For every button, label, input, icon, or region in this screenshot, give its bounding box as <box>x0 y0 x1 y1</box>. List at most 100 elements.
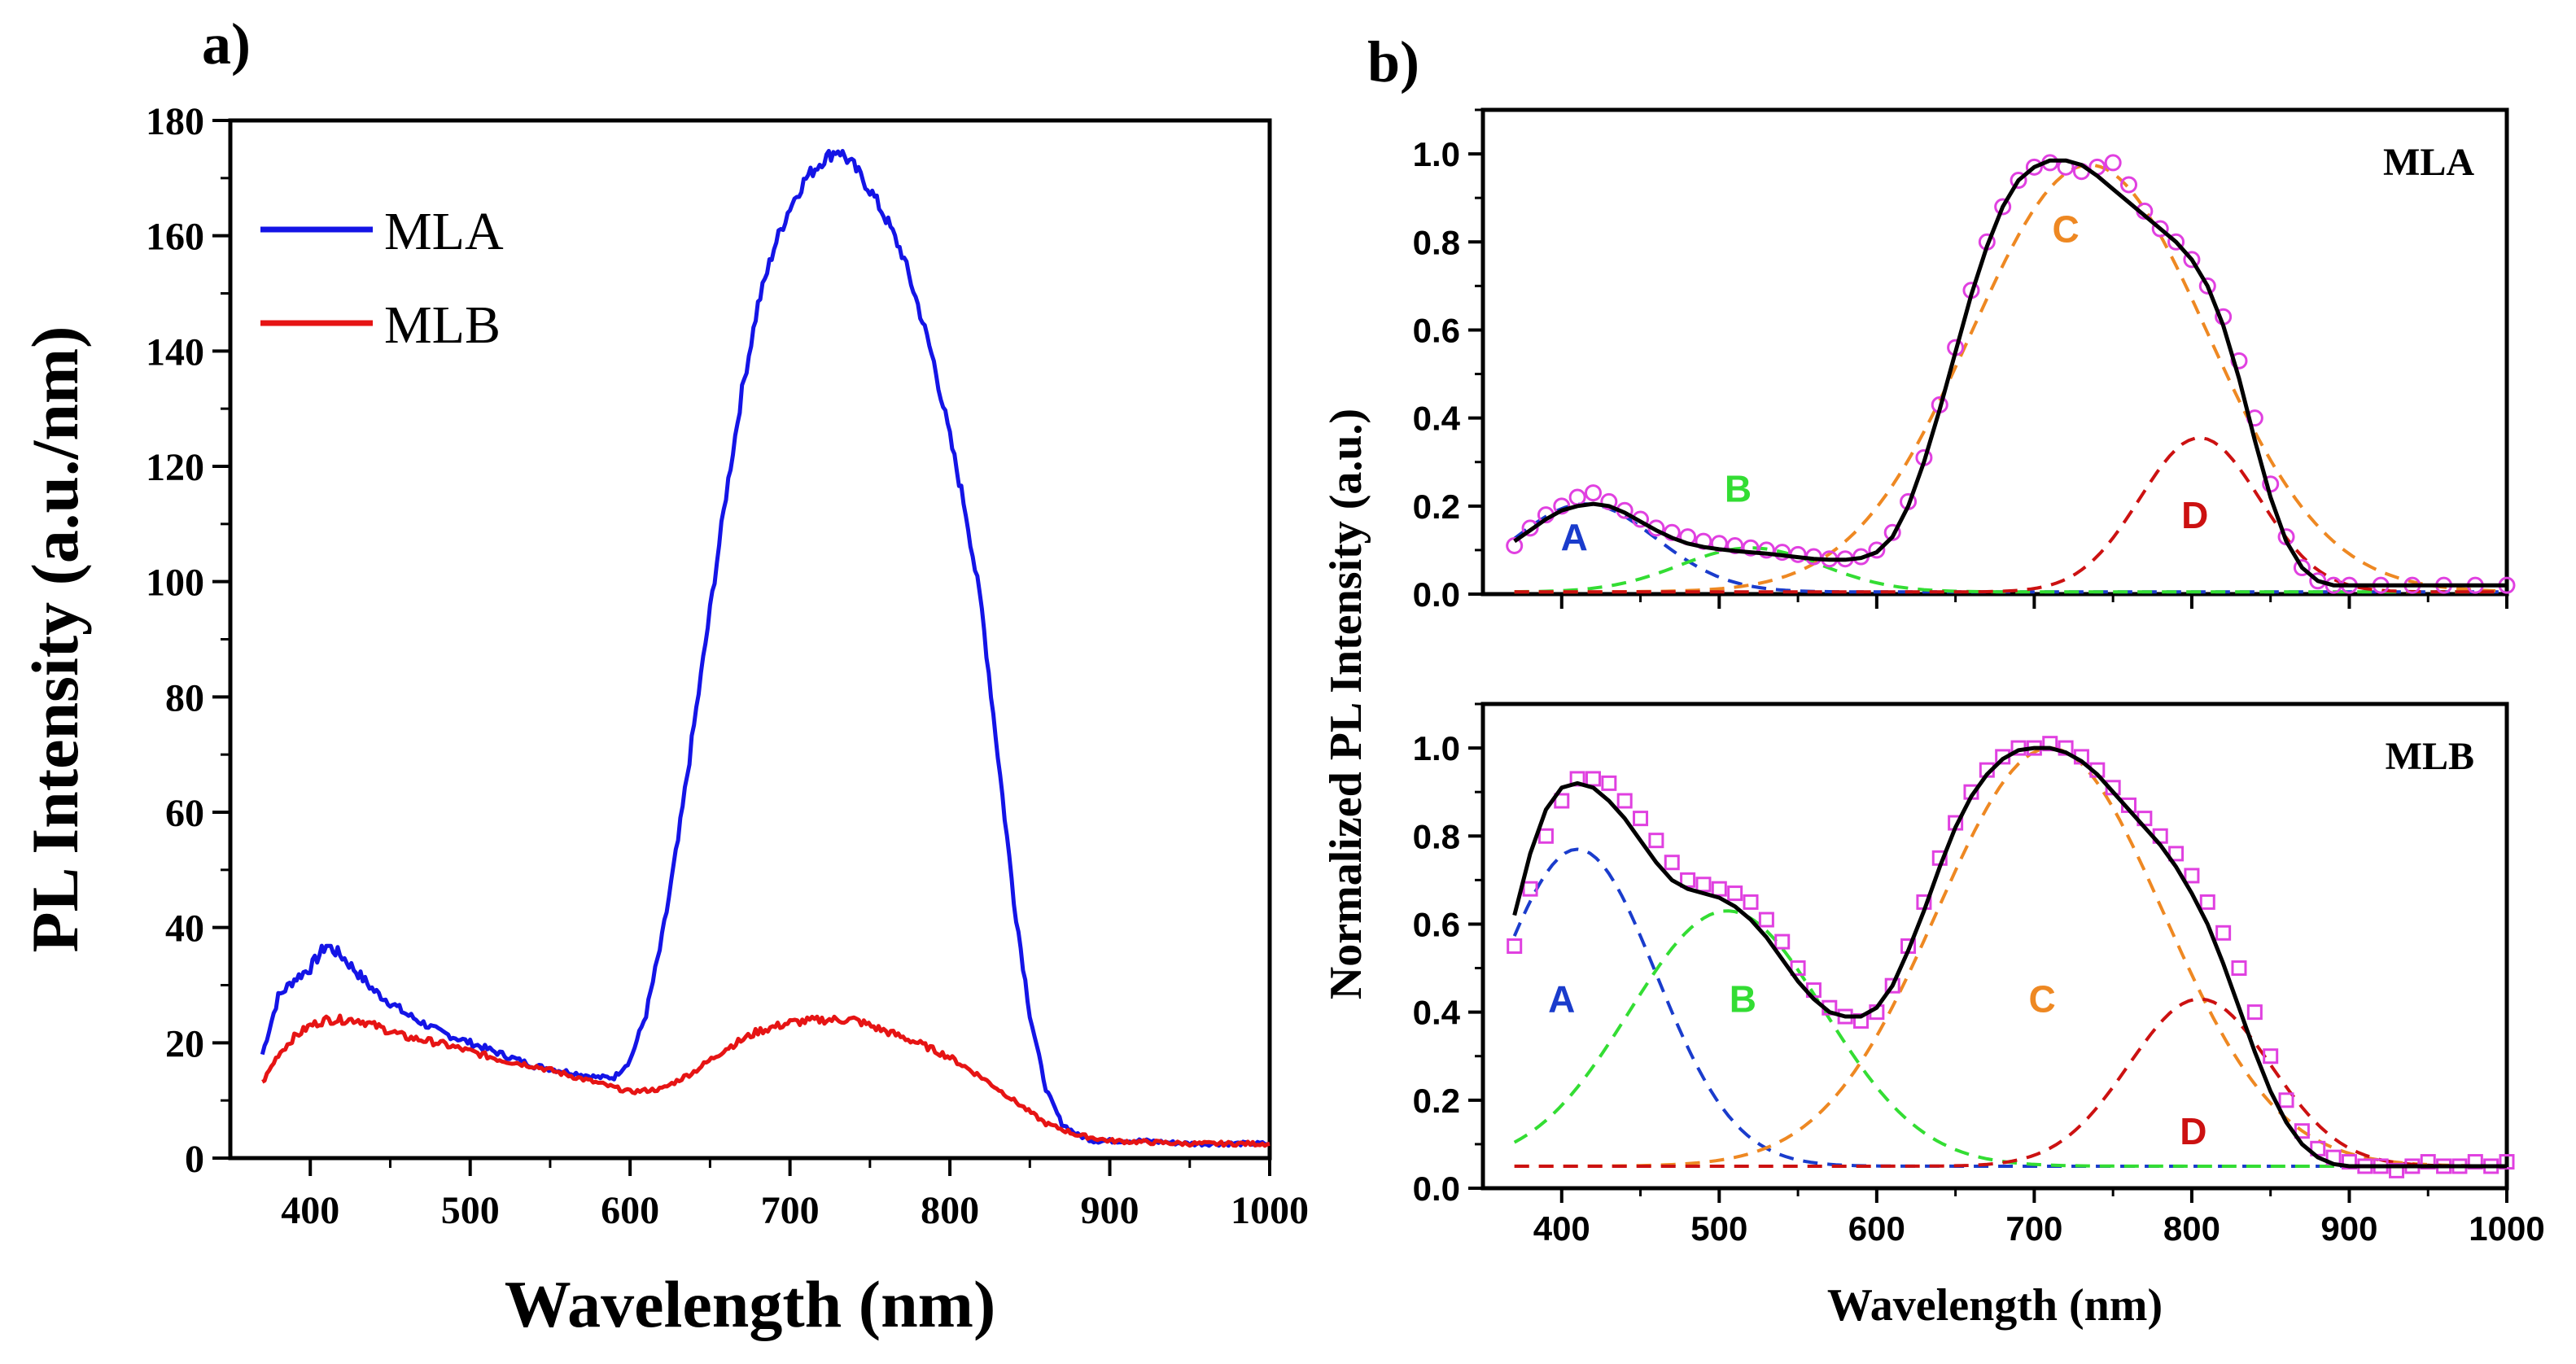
panel-a-y-tick-label: 60 <box>165 792 204 835</box>
panel-b-label: b) <box>1367 29 1419 94</box>
panel-a-y-tick-label: 100 <box>146 562 204 605</box>
panel-b-top-component-label-a: A <box>1561 516 1588 558</box>
panel-b-bottom-data-point <box>1507 938 1523 954</box>
panel-b-top-data-point <box>1584 484 1602 502</box>
panel-b-bottom-data-point <box>1884 977 1900 994</box>
panel-b-bottom-component-label-b: B <box>1730 978 1756 1021</box>
panel-b-bottom-component-a <box>1512 847 2504 1168</box>
panel-b-bottom-component-d <box>1514 997 2504 1168</box>
panel-b-top-data-point <box>2151 220 2169 238</box>
panel-b-bottom-component-label-c: C <box>2028 978 2055 1021</box>
panel-b-top-data-point <box>2198 277 2216 295</box>
panel-b-bottom-data-point <box>2199 894 2215 910</box>
panel-b-top-data-point <box>1568 488 1586 506</box>
panel-b-y-axis-title: Normalized PL Intensity (a.u.) <box>1321 409 1371 999</box>
panel-b-bottom-data-point <box>1664 855 1680 871</box>
panel-b-top-sample-label: MLA <box>2383 141 2474 184</box>
panel-b-top-data-point <box>1600 492 1618 510</box>
panel-a-y-tick-label: 140 <box>146 330 204 374</box>
panel-b-top-y-tick-label: 0.0 <box>1413 575 1460 614</box>
panel-a-x-tick-label: 900 <box>1081 1189 1139 1232</box>
panel-b-bottom-data-point <box>2389 1162 2405 1178</box>
panel-b-bottom-component-c <box>1514 746 2504 1168</box>
chart-layer: 400 500 600 700 800 900 1000 0 20 40 60 80 100 120 140… <box>18 100 2545 1341</box>
panel-b-top-plot-frame <box>1480 107 2509 597</box>
panel-a-series-mlb <box>261 1013 1271 1148</box>
panel-b-bottom-data-point <box>1743 894 1759 910</box>
panel-b-top-data-point <box>1994 198 2012 216</box>
panel-b-bottom-x-axis-title: Wavelength (nm) <box>1827 1280 2163 1331</box>
panel-b-bottom-x-tick-label: 400 <box>1533 1209 1590 1248</box>
panel-b-top-component-label-d: D <box>2181 494 2208 536</box>
panel-b-top-data-point <box>1742 539 1760 557</box>
panel-a-x-tick-label: 800 <box>921 1189 979 1232</box>
panel-b-bottom-data-point <box>1522 881 1538 897</box>
panel-a-y-tick-label: 160 <box>146 216 204 259</box>
panel-a-legend-label-mlb: MLB <box>384 295 501 355</box>
panel-b-top-data-point <box>2183 251 2201 269</box>
panel-b-top-y-tick-label: 0.8 <box>1413 223 1460 261</box>
panel-b-top-data-point <box>1506 537 1524 554</box>
panel-b-top-fit-curve <box>1513 158 2507 588</box>
panel-b-bottom-data-point <box>1585 771 1601 787</box>
panel-b-bottom-data-point <box>1758 912 1774 928</box>
panel-a-x-tick-label: 600 <box>601 1189 659 1232</box>
panel-b-top-data-point <box>2010 172 2027 190</box>
panel-b-bottom-data-point <box>1774 933 1791 950</box>
panel-b-bottom-data-point <box>2294 1123 2310 1139</box>
panel-b-bottom-y-tick-label: 1.0 <box>1413 729 1460 767</box>
panel-b-bottom-x-tick-label: 800 <box>2163 1209 2220 1248</box>
panel-b-bottom-data-point <box>1601 775 1617 791</box>
panel-b-bottom-data-point <box>2341 1154 2357 1170</box>
panel-b-top-data-point <box>2120 176 2138 194</box>
panel-b-top-data-point <box>2293 559 2311 577</box>
panel-b-bottom-component-b <box>1513 909 2504 1168</box>
panel-b-top-component-a <box>1513 502 2504 594</box>
panel-b-top-data-point <box>1883 523 1901 541</box>
panel-b-bottom-data-point <box>2467 1154 2483 1170</box>
panel-b-top-data-point <box>2025 158 2043 176</box>
panel-b-bottom-data-point <box>1554 793 1570 809</box>
panel-b-bottom-data-point <box>2215 925 2232 941</box>
panel-b-bottom-data-point <box>1537 828 1554 844</box>
panel-b-bottom-data-point <box>2184 868 2200 884</box>
panel-b-bottom-y-tick-label: 0.0 <box>1413 1169 1460 1208</box>
panel-b-bottom-component-label-d: D <box>2180 1110 2206 1152</box>
panel-b-bottom-x-tick-label: 600 <box>1848 1209 1905 1248</box>
panel-b-top-y-tick-label: 0.4 <box>1413 400 1461 438</box>
panel-a-y-tick-label: 40 <box>165 907 204 951</box>
panel-a-x-tick-label: 400 <box>281 1189 339 1232</box>
panel-b-bottom-y-tick-label: 0.6 <box>1413 905 1460 943</box>
panel-a-y-tick-label: 0 <box>185 1138 204 1181</box>
panel-b-bottom-y-tick-label: 0.8 <box>1413 817 1460 855</box>
panel-b-top-y-tick-label: 0.2 <box>1413 487 1460 526</box>
panel-a-label: a) <box>202 11 251 77</box>
panel-a-x-tick-label: 700 <box>761 1189 820 1232</box>
panel-b-bottom-data-point <box>1790 960 1806 977</box>
panel-b-bottom-y-tick-label: 0.2 <box>1413 1082 1460 1120</box>
panel-b-bottom-data-point <box>2278 1092 2294 1108</box>
panel-b-bottom-data-point <box>2231 960 2247 977</box>
panel-a-x-axis-title: Wavelength (nm) <box>505 1267 996 1341</box>
panel-a-y-tick-label: 80 <box>165 676 204 719</box>
panel-a-y-tick-label: 20 <box>165 1022 204 1065</box>
panel-b-bottom-component-label-a: A <box>1548 978 1575 1021</box>
panel-b-top-data-point <box>1773 544 1791 562</box>
panel-a-y-tick-label: 120 <box>146 446 204 489</box>
panel-b-bottom-plot-frame <box>1480 702 2509 1191</box>
panel-b-bottom-x-tick-label: 700 <box>2005 1209 2062 1248</box>
panel-b-bottom-data-point <box>1616 793 1633 809</box>
panel-b-bottom-data-point <box>1633 811 1649 827</box>
panel-b-bottom-fit-curve <box>1512 745 2507 1169</box>
panel-b-top-y-tick-label: 1.0 <box>1413 135 1460 173</box>
panel-a-y-tick-label: 180 <box>146 100 204 143</box>
panel-b-top-component-d <box>1514 435 2504 594</box>
panel-b-top-data-point <box>1868 541 1886 559</box>
panel-b-top-component-label-b: B <box>1725 467 1752 509</box>
panel-b-bottom-y-tick-label: 0.4 <box>1413 994 1461 1032</box>
panel-b-bottom-x-tick-label: 500 <box>1690 1209 1747 1248</box>
panel-b-bottom-data-point <box>2420 1154 2436 1170</box>
panel-b-top-data-point <box>1521 519 1539 537</box>
